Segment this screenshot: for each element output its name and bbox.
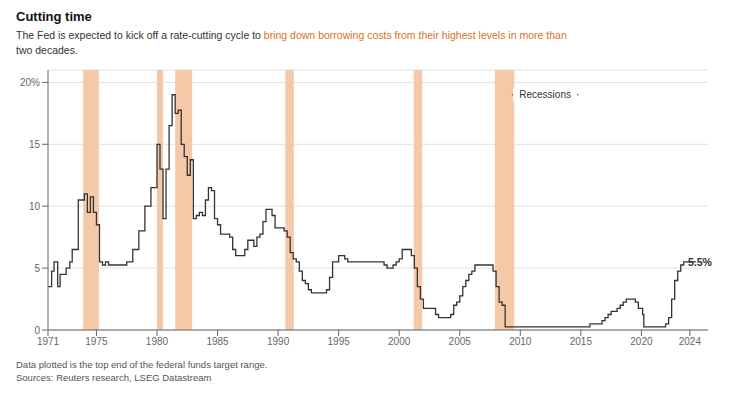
svg-text:Recessions: Recessions xyxy=(519,89,571,100)
svg-text:1971: 1971 xyxy=(37,336,60,347)
svg-text:20%: 20% xyxy=(20,77,40,88)
svg-text:5: 5 xyxy=(34,263,40,274)
svg-text:2005: 2005 xyxy=(449,336,472,347)
html-text:Data plotted is the top end of: Data plotted is the top end of the feder… xyxy=(16,359,268,370)
html-text:Sources: Reuters research, LSE: Sources: Reuters research, LSEG Datastre… xyxy=(16,372,212,383)
svg-text:2000: 2000 xyxy=(388,336,411,347)
svg-text:1980: 1980 xyxy=(146,336,169,347)
svg-text:1975: 1975 xyxy=(85,336,108,347)
svg-text:2024: 2024 xyxy=(679,336,702,347)
svg-text:10: 10 xyxy=(29,201,41,212)
svg-text:5.5%: 5.5% xyxy=(688,256,713,268)
svg-text:1985: 1985 xyxy=(206,336,229,347)
html-text:two decades.: two decades. xyxy=(16,44,78,56)
svg-text:2020: 2020 xyxy=(630,336,653,347)
svg-text:2015: 2015 xyxy=(570,336,593,347)
svg-text:1995: 1995 xyxy=(328,336,351,347)
svg-text:1990: 1990 xyxy=(267,336,290,347)
svg-text:15: 15 xyxy=(29,139,41,150)
html-text:The Fed is expected to kick of: The Fed is expected to kick off a rate-c… xyxy=(16,29,567,41)
svg-text:2010: 2010 xyxy=(509,336,532,347)
svg-text:0: 0 xyxy=(34,325,40,336)
html-text:Cutting time: Cutting time xyxy=(16,9,92,24)
